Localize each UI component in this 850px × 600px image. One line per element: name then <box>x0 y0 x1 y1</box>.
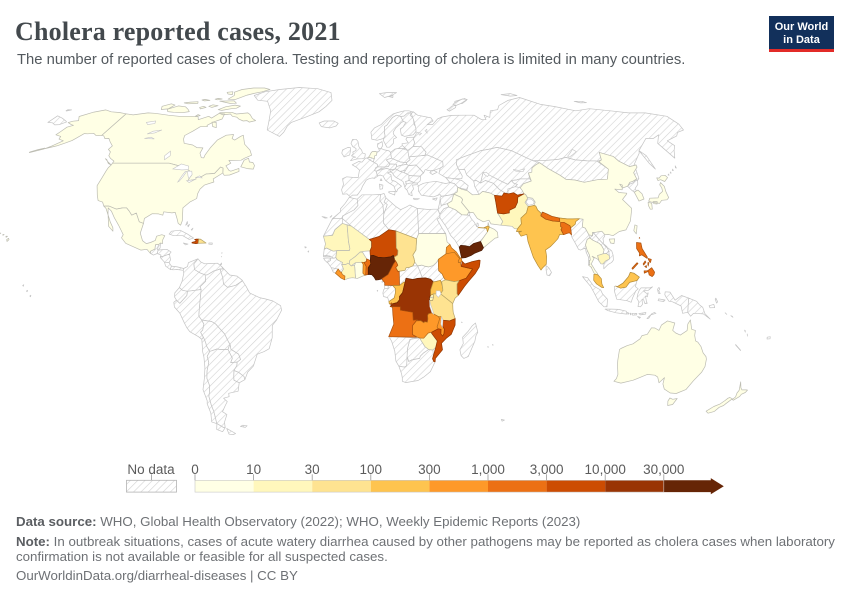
svg-text:No data: No data <box>127 462 175 477</box>
svg-text:100: 100 <box>360 462 383 477</box>
svg-text:10: 10 <box>246 462 261 477</box>
svg-text:1,000: 1,000 <box>471 462 505 477</box>
svg-text:10,000: 10,000 <box>585 462 626 477</box>
svg-text:0: 0 <box>191 462 199 477</box>
svg-text:30: 30 <box>305 462 320 477</box>
svg-text:3,000: 3,000 <box>530 462 564 477</box>
svg-text:30,000: 30,000 <box>643 462 684 477</box>
svg-text:300: 300 <box>418 462 441 477</box>
